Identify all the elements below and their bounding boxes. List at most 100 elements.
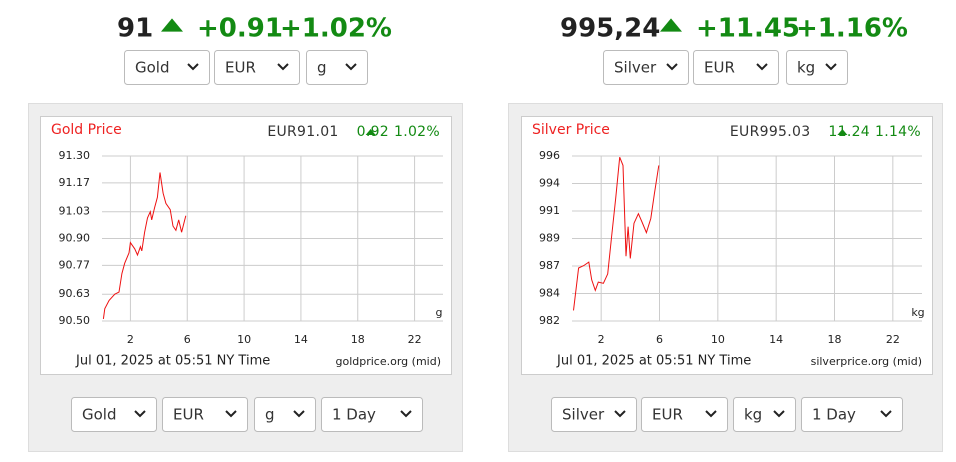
x-tick-label: 22	[408, 333, 422, 346]
dropdown-box	[321, 397, 423, 432]
dropdown[interactable]: Silver	[551, 397, 637, 432]
up-arrow-icon	[365, 129, 376, 135]
dropdown-label: 1 Day	[332, 406, 376, 424]
dropdown-chevron	[756, 63, 768, 71]
dropdown-box	[693, 50, 779, 85]
dropdown-label: 1 Day	[812, 406, 856, 424]
source: goldprice.org (mid)	[336, 355, 442, 368]
x-tick-label: 14	[769, 333, 783, 346]
y-tick-label: 982	[539, 314, 560, 327]
dropdown-label: g	[265, 406, 275, 424]
chart-header-change-pct: 1.14%	[875, 124, 921, 140]
chart-panel	[40, 116, 452, 375]
x-tick-label: 6	[656, 333, 663, 346]
up-arrow-icon	[161, 18, 183, 32]
dropdown[interactable]: EUR	[214, 50, 300, 85]
dropdown-box	[214, 50, 300, 85]
source: silverprice.org (mid)	[811, 355, 922, 368]
chart-header: EUR995.03 11.24 1.14%	[730, 124, 921, 140]
dropdown-box	[733, 397, 796, 432]
dropdown-label: EUR	[652, 406, 683, 424]
y-tick-label: 987	[539, 259, 560, 272]
dropdown-chevron	[614, 410, 626, 418]
up-arrow-icon	[837, 129, 848, 135]
dropdown-label: kg	[744, 406, 762, 424]
dropdown-box	[71, 397, 157, 432]
dropdown-box	[162, 397, 248, 432]
dropdown-chevron	[345, 63, 357, 71]
dropdown-label: EUR	[173, 406, 204, 424]
price-change: +11.45	[696, 14, 800, 44]
dropdown-label: EUR	[225, 59, 256, 77]
y-tick-label: 91.30	[59, 149, 91, 162]
dropdown[interactable]: kg	[786, 50, 848, 85]
dropdown[interactable]: EUR	[162, 397, 248, 432]
x-tick-label: 10	[711, 333, 725, 346]
dropdown[interactable]: g	[306, 50, 368, 85]
y-tick-label: 991	[539, 204, 560, 217]
dropdown[interactable]: Silver	[603, 50, 689, 85]
dropdown-label: EUR	[704, 59, 735, 77]
chart-header-price-label: EUR91.01	[267, 124, 338, 140]
dropdown[interactable]: Gold	[124, 50, 210, 85]
dropdown-chevron	[773, 410, 785, 418]
dropdown-chevron	[705, 410, 717, 418]
x-tick-label: 18	[351, 333, 365, 346]
y-tick-label: 90.63	[59, 287, 91, 300]
dropdown[interactable]: EUR	[693, 50, 779, 85]
dropdown-box	[786, 50, 848, 85]
unit-label: kg	[911, 306, 924, 319]
price-line	[102, 172, 187, 319]
chart: Gold PriceEUR91.010.921.02%90.5090.6390.…	[51, 122, 443, 369]
x-tick-label: 14	[294, 333, 308, 346]
dropdown[interactable]: g	[254, 397, 316, 432]
chart-title: Silver Price	[532, 122, 610, 138]
dropdown-box	[254, 397, 316, 432]
x-tick-label: 6	[184, 333, 191, 346]
dropdown-chevron	[134, 410, 146, 418]
dropdown-chevron	[400, 410, 412, 418]
dropdown-label: g	[317, 59, 327, 77]
y-tick-label: 994	[539, 176, 560, 189]
dropdown-box	[603, 50, 689, 85]
x-tick-label: 2	[127, 333, 134, 346]
chart-title: Gold Price	[51, 122, 122, 138]
dropdown-chevron	[825, 63, 837, 71]
dropdown[interactable]: 1 Day	[321, 397, 423, 432]
chart-header-price-label: EUR995.03	[730, 124, 811, 140]
timestamp: Jul 01, 2025 at 05:51 NY Time	[75, 354, 270, 369]
dropdown[interactable]: EUR	[641, 397, 728, 432]
chart-panel	[521, 116, 933, 375]
x-tick-label: 22	[886, 333, 900, 346]
x-tick-label: 10	[237, 333, 251, 346]
dropdown-label: kg	[797, 59, 815, 77]
timestamp: Jul 01, 2025 at 05:51 NY Time	[556, 354, 751, 369]
dropdown-label: Gold	[82, 406, 117, 424]
dropdown-box	[551, 397, 637, 432]
dropdown[interactable]: 1 Day	[801, 397, 903, 432]
dropdown-label: Gold	[135, 59, 170, 77]
dropdown[interactable]: Gold	[71, 397, 157, 432]
y-tick-label: 90.50	[59, 314, 91, 327]
y-tick-label: 90.90	[59, 232, 91, 245]
x-tick-label: 2	[598, 333, 605, 346]
chart: Silver Price EUR995.03 11.24 1.14% 982 984 987…	[532, 122, 925, 369]
dropdown-box	[801, 397, 903, 432]
chart-header-change-pct: 1.02%	[394, 124, 440, 140]
y-tick-label: 989	[539, 232, 560, 245]
dropdown-chevron	[187, 63, 199, 71]
chart-header-change: 11.24	[828, 124, 870, 140]
unit-label: g	[436, 306, 443, 319]
dropdown-chevron	[880, 410, 892, 418]
dropdown-box	[641, 397, 728, 432]
dropdown-chevron	[666, 63, 678, 71]
y-tick-label: 90.77	[59, 258, 91, 271]
price-change: +0.91	[197, 14, 283, 44]
y-tick-label: 91.17	[59, 176, 91, 189]
up-arrow-icon	[660, 18, 682, 32]
dropdown-box	[306, 50, 368, 85]
price: 995,24	[560, 14, 660, 44]
y-tick-label: 996	[539, 149, 560, 162]
dropdown[interactable]: kg	[733, 397, 796, 432]
price-change-pct: +1.02%	[280, 14, 392, 44]
